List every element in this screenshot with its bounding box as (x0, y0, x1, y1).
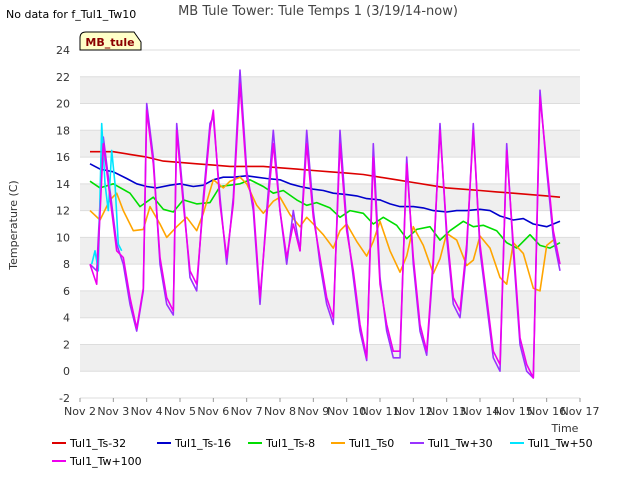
grid-band (80, 130, 580, 158)
x-tick-label: Nov 6 (197, 405, 229, 418)
grid-band (80, 76, 580, 104)
grid-band (80, 344, 580, 372)
series-group (89, 69, 561, 379)
x-tick-label: Nov 8 (264, 405, 296, 418)
x-tick-label: Nov 10 (327, 405, 366, 418)
x-tick-label: Nov 4 (131, 405, 163, 418)
legend-label: Tul1_Tw+100 (69, 455, 142, 468)
legend: Tul1_Ts-32 Tul1_Ts-16 Tul1_Ts-8 Tul1_Ts0 Tul… (52, 437, 593, 468)
x-tick-label: Nov 17 (561, 405, 600, 418)
plot-background (80, 50, 580, 398)
x-tick-label: Nov 5 (164, 405, 196, 418)
x-tick-label: Nov 2 (64, 405, 96, 418)
site-badge-label: MB_tule (85, 36, 134, 49)
grid-band (80, 237, 580, 265)
x-tick-label: Nov 12 (394, 405, 433, 418)
legend-label: Tul1_Tw+30 (427, 437, 493, 450)
y-tick-label: 24 (56, 44, 70, 57)
y-tick-label: 6 (63, 285, 70, 298)
series-line (89, 179, 561, 249)
series-line (90, 122, 123, 272)
x-tick-label: Nov 3 (97, 405, 129, 418)
x-tick-label: Nov 13 (427, 405, 466, 418)
y-tick-label: 10 (56, 231, 70, 244)
y-tick-label: -2 (59, 392, 70, 405)
x-axis-title: Time (551, 422, 579, 435)
y-tick-label: 18 (56, 124, 70, 137)
series-line (89, 82, 561, 379)
x-tick-label: Nov 15 (494, 405, 533, 418)
plot-area (80, 50, 580, 398)
legend-label: Tul1_Tw+50 (527, 437, 593, 450)
legend-label: Tul1_Ts-8 (265, 437, 315, 450)
no-data-note: No data for f_Tul1_Tw10 (6, 8, 136, 21)
x-tick-label: Nov 9 (297, 405, 329, 418)
y-tick-label: 12 (56, 205, 70, 218)
series-line (89, 69, 561, 379)
y-tick-label: 20 (56, 98, 70, 111)
site-badge: MB_tule (79, 31, 142, 51)
x-tick-label: Nov 16 (527, 405, 566, 418)
chart-title: MB Tule Tower: Tule Temps 1 (3/19/14-now… (178, 4, 458, 19)
legend-label: Tul1_Ts-16 (174, 437, 231, 450)
y-tick-label: 14 (56, 178, 70, 191)
y-tick-label: 8 (63, 258, 70, 271)
grid-band (80, 183, 580, 211)
y-tick-label: 16 (56, 151, 70, 164)
x-tick-label: Nov 11 (361, 405, 400, 418)
x-axis-ticks: Nov 2 Nov 3 Nov 4 Nov 5 Nov 6 Nov 7 Nov 8 Nov 9… (64, 398, 599, 418)
series-line (89, 163, 561, 228)
y-axis-title: Temperature (C) (7, 180, 20, 270)
legend-label: Tul1_Ts-32 (69, 437, 126, 450)
x-tick-label: Nov 7 (231, 405, 263, 418)
grid-lines (80, 49, 580, 399)
x-tick-label: Nov 14 (461, 405, 500, 418)
y-tick-label: 2 (63, 338, 70, 351)
series-line (90, 150, 561, 198)
legend-label: Tul1_Ts0 (348, 437, 394, 450)
y-tick-label: 0 (63, 365, 70, 378)
y-tick-label: 22 (56, 71, 70, 84)
y-tick-label: 4 (63, 312, 70, 325)
